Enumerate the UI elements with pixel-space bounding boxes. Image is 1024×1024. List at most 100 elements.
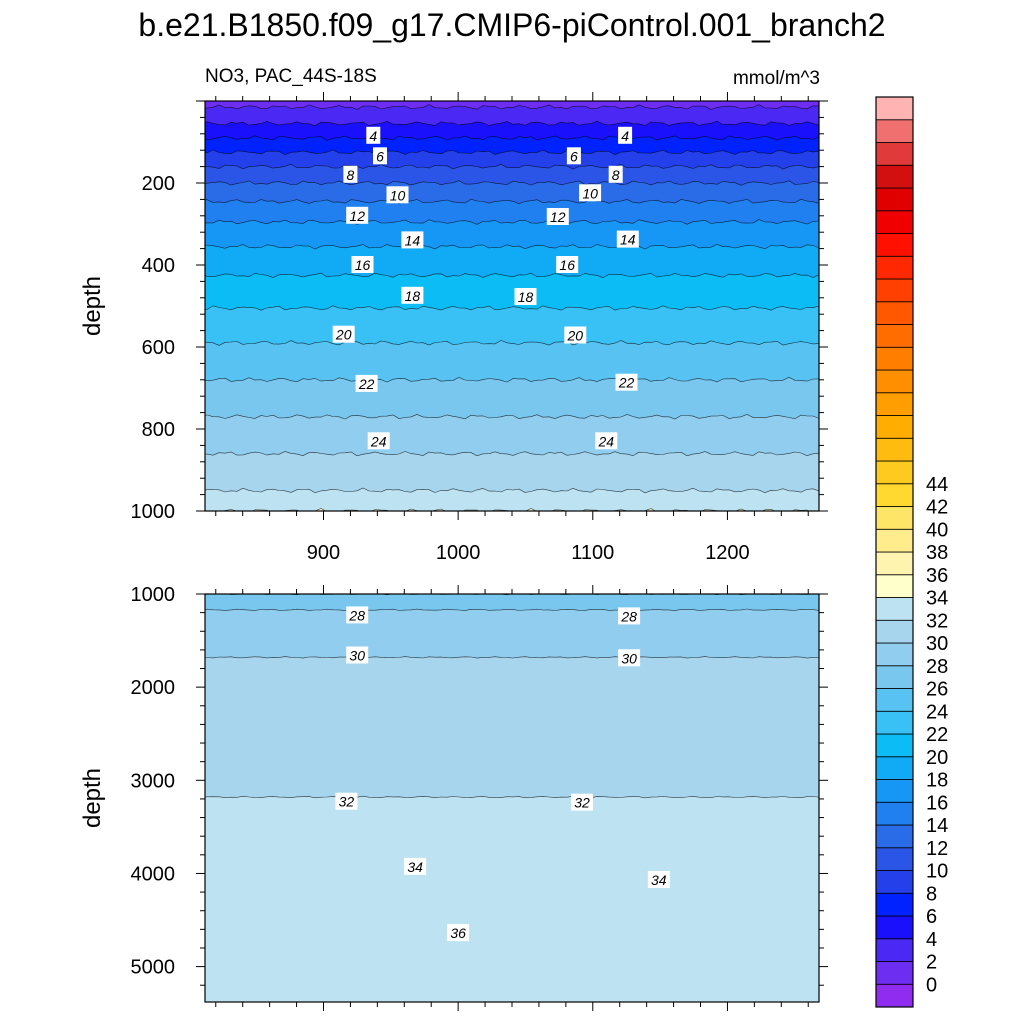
contour-label-upper-12: 16 [351,256,374,273]
svg-text:10: 10 [390,187,406,203]
contour-label-lower-1: 28 [618,607,641,625]
svg-text:14: 14 [620,232,636,248]
colorbar-box [875,892,914,917]
svg-text:24: 24 [370,433,387,449]
contour-label-lower-7: 34 [647,871,670,888]
colorbar-box [875,324,914,348]
contour-label-upper-3: 6 [566,147,581,165]
contour-line-lower-28 [205,608,819,611]
colorbar-box [875,915,914,940]
colorbar-label: 40 [926,519,948,541]
contour-label-upper-15: 18 [514,288,537,305]
colorbar-box [875,415,914,439]
contour-line-upper-30 [205,451,819,457]
contour-label-upper-16: 20 [332,325,355,343]
svg-text:32: 32 [574,795,590,811]
y-tick-label-upper: 800 [142,419,175,441]
colorbar-box [875,278,914,303]
svg-text:12: 12 [349,208,365,224]
contour-line-upper-12 [205,180,819,186]
contour-label-upper-21: 24 [595,432,618,450]
band-upper-32 [205,488,819,511]
colorbar-box [875,756,914,780]
colorbar-label: 42 [926,497,948,519]
svg-text:8: 8 [347,167,355,183]
colorbar-label: 20 [926,747,948,769]
chart-title: b.e21.B1850.f09_g17.CMIP6-piControl.001_… [138,7,885,43]
colorbar-box [875,119,914,143]
contour-label-upper-9: 12 [546,208,569,225]
colorbar-box [875,688,914,712]
lower-depth-panel: 28 28 30 30 32 32 34 34 36 1000 2000 3000 4000 5000 de… [79,584,828,1011]
colorbar-label: 14 [926,815,948,837]
colorbar-box [875,870,914,894]
y-tick-label-lower: 3000 [131,770,176,792]
contour-line-upper-10 [205,163,819,170]
colorbar-box [875,824,914,849]
svg-text:30: 30 [621,650,637,666]
x-tick-label: 1000 [436,542,481,564]
y-tick-label-lower: 4000 [131,863,176,885]
svg-text:4: 4 [369,128,377,144]
contour-label-upper-18: 22 [355,374,378,392]
colorbar-box [875,619,914,644]
colorbar-label: 12 [926,838,948,860]
colorbar-box [875,369,914,394]
contour-label-upper-5: 8 [608,165,623,183]
contour-label-upper-6: 10 [386,186,409,204]
y-tick-label-upper: 1000 [131,501,176,523]
colorbar-box [875,142,914,166]
colorbar-label: 4 [926,929,937,951]
contour-label-lower-8: 36 [447,924,470,942]
colorbar-label: 16 [926,792,948,814]
contour-line-upper-2 [205,104,819,110]
contour-line-upper-14 [205,198,819,205]
colorbar-label: 8 [926,883,937,905]
colorbar-label: 44 [926,474,948,496]
svg-text:30: 30 [349,648,365,664]
svg-text:24: 24 [598,433,615,449]
colorbar-label: 10 [926,861,948,883]
colorbar-label: 34 [926,588,948,610]
y-tick-label-lower: 5000 [131,957,176,979]
colorbar-label: 6 [926,906,937,928]
colorbar: 0246810121416182022242628303234363840424… [875,96,948,1008]
colorbar-box [875,96,914,121]
colorbar-label: 26 [926,679,948,701]
svg-text:28: 28 [620,608,637,624]
contour-label-lower-0: 28 [346,606,369,624]
svg-text:6: 6 [570,148,578,164]
svg-text:34: 34 [651,872,667,888]
svg-text:10: 10 [582,185,598,201]
colorbar-box [875,483,914,507]
colorbar-box [875,710,914,735]
svg-text:28: 28 [348,607,365,623]
colorbar-box [875,733,914,758]
contour-line-upper-24 [205,340,819,346]
contour-line-upper-6 [205,135,819,141]
contour-line-upper-18 [205,243,819,250]
contour-line-lower-30 [205,656,819,659]
x-tick-label: 1200 [705,542,750,564]
colorbar-label: 36 [926,565,948,587]
contour-label-upper-7: 10 [579,184,602,202]
upper-depth-panel: 4 4 6 6 8 8 10 10 12 12 14 14 16 16 18 18 20 20 22 22 24 24 20… [79,92,828,564]
colorbar-box [875,801,914,826]
colorbar-label: 18 [926,770,948,792]
contour-line-upper-28 [205,413,819,420]
colorbar-box [875,642,914,667]
contour-label-upper-4: 8 [343,165,358,183]
svg-text:22: 22 [618,375,635,391]
colorbar-box [875,528,914,553]
contour-label-upper-20: 24 [367,432,390,450]
y-axis-label-upper: depth [79,276,106,336]
contour-label-upper-11: 14 [616,230,639,248]
svg-text:22: 22 [358,376,375,392]
contour-label-upper-2: 6 [373,147,387,165]
colorbar-box [875,460,914,485]
svg-text:14: 14 [405,232,421,248]
svg-text:36: 36 [450,925,466,941]
contour-label-upper-17: 20 [564,326,587,344]
contour-label-lower-2: 30 [346,646,369,664]
